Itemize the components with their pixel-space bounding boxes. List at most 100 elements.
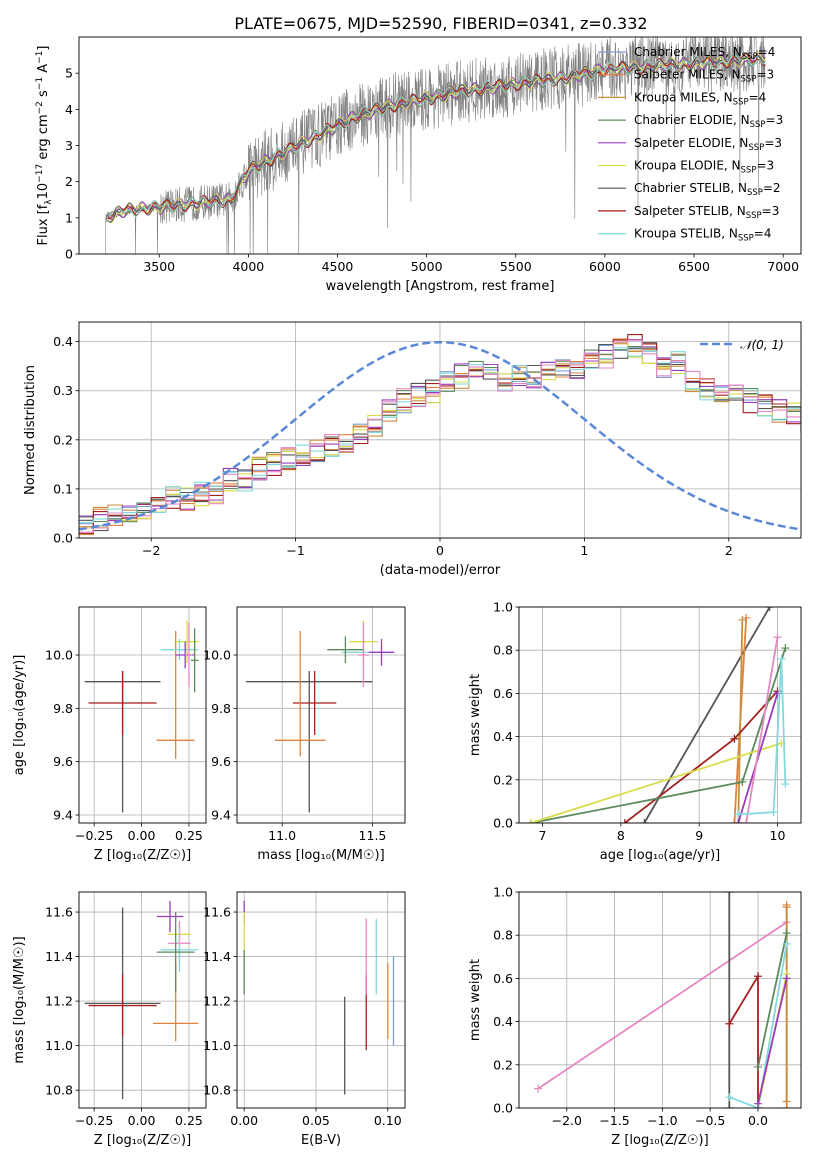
legend-label-name: Salpeter MILES, N bbox=[634, 68, 741, 82]
legend-label-suffix: =4 bbox=[754, 227, 772, 241]
series-line bbox=[745, 637, 779, 823]
series-point bbox=[782, 903, 791, 912]
legend-label-sub: SSP bbox=[738, 234, 754, 244]
series-point bbox=[782, 974, 791, 983]
y-tick-label: 0.1 bbox=[53, 481, 73, 496]
axes-frame bbox=[78, 36, 802, 255]
histogram-pink bbox=[79, 339, 801, 533]
y-tick-label: 11.6 bbox=[45, 905, 73, 920]
series-point bbox=[734, 819, 743, 823]
y-tick-label: 0.8 bbox=[493, 643, 513, 658]
x-axis-label: Z [log₁₀(Z/Z☉)] bbox=[94, 848, 191, 863]
series-point bbox=[777, 654, 786, 663]
y-tick-label: 0.4 bbox=[493, 729, 513, 744]
axes-frame bbox=[236, 606, 406, 824]
x-tick-label: 10 bbox=[770, 828, 786, 843]
x-tick-label: 11.5 bbox=[359, 828, 387, 843]
y-tick-label: 3 bbox=[65, 138, 73, 153]
series-line bbox=[738, 658, 787, 816]
series-point bbox=[742, 613, 751, 622]
series-point bbox=[782, 1097, 791, 1106]
x-tick-label: 9 bbox=[695, 828, 703, 843]
legend-label: 𝒩(0, 1) bbox=[740, 338, 784, 352]
series-line bbox=[757, 932, 788, 1068]
series-point bbox=[620, 819, 629, 823]
legend-label-suffix: =3 bbox=[762, 204, 780, 218]
x-tick-label: −0.5 bbox=[695, 1113, 725, 1128]
y-tick-label: 10.0 bbox=[203, 648, 231, 663]
plot-area bbox=[105, 37, 766, 254]
axes-frame bbox=[518, 891, 802, 1109]
y-tick-label: 0.4 bbox=[53, 334, 73, 349]
legend-label-sub: SSP bbox=[750, 120, 766, 130]
series-point bbox=[734, 810, 743, 819]
series-point bbox=[730, 734, 739, 743]
series-point bbox=[753, 972, 762, 981]
figure-title: PLATE=0675, MJD=52590, FIBERID=0341, z=0… bbox=[234, 14, 647, 33]
y-tick-label: 0.0 bbox=[53, 531, 73, 546]
legend-label-name: Salpeter ELODIE, N bbox=[634, 136, 748, 150]
legend-label: Salpeter ELODIE, NSSP=3 bbox=[634, 136, 782, 153]
y-tick-label: 11.2 bbox=[45, 994, 73, 1009]
y-tick-label: 0.6 bbox=[493, 686, 513, 701]
legend-label-suffix: =3 bbox=[764, 136, 782, 150]
histogram-salpeter-elodie bbox=[79, 339, 801, 522]
series-line bbox=[757, 978, 788, 1104]
y-axis-label-part: s bbox=[36, 90, 51, 101]
y-tick-label: 9.6 bbox=[211, 754, 231, 769]
series-point bbox=[781, 780, 790, 789]
x-tick-label: −1 bbox=[286, 543, 304, 558]
series-point bbox=[765, 607, 774, 611]
axes-frame bbox=[518, 606, 802, 824]
y-tick-label: 11.4 bbox=[203, 949, 231, 964]
x-axis-label: Z [log₁₀(Z/Z☉)] bbox=[611, 1133, 708, 1148]
x-axis-label: mass [log₁₀(M/M☉)] bbox=[257, 848, 384, 863]
y-axis-label: age [log₁₀(age/yr)] bbox=[12, 655, 27, 776]
series-line bbox=[737, 619, 744, 823]
y-axis-label: mass weight bbox=[468, 674, 483, 756]
age-vs-mass-panel: 11.0 11.5 9.4 9.6 9.8 10.0 mass [log₁₀(M/M☉)] bbox=[203, 606, 406, 863]
series-line bbox=[643, 607, 771, 823]
x-tick-label: 0 bbox=[436, 543, 444, 558]
series-point bbox=[769, 808, 778, 817]
x-tick-label: 7 bbox=[539, 828, 547, 843]
series-point bbox=[730, 819, 739, 823]
age-vs-z-panel: −0.25 0.00 0.25 9.4 9.6 9.8 10.0 Z [log₁₀(Z/Z☉)… bbox=[12, 606, 207, 863]
residual-histogram-panel: −2 −1 0 1 2 0.0 0.1 0.2 0.3 0.4 (data-model)/error… bbox=[23, 321, 802, 578]
y-tick-label: 9.6 bbox=[53, 754, 73, 769]
legend-label-name: Salpeter STELIB, N bbox=[634, 204, 746, 218]
y-tick-label: 0.6 bbox=[493, 971, 513, 986]
series-point bbox=[782, 939, 791, 948]
x-tick-label: 6000 bbox=[589, 259, 621, 274]
x-tick-label: −0.25 bbox=[75, 828, 113, 843]
y-tick-label: 0.2 bbox=[493, 772, 513, 787]
y-tick-label: 0 bbox=[65, 247, 73, 262]
legend-label-name: Kroupa STELIB, N bbox=[634, 227, 738, 241]
series-line bbox=[624, 690, 779, 823]
x-axis-label: E(B-V) bbox=[301, 1133, 341, 1148]
histogram-chabrier-elodie bbox=[79, 345, 801, 523]
y-tick-label: 0.3 bbox=[53, 383, 73, 398]
y-axis-label-part: −1 bbox=[35, 51, 45, 64]
mass-vs-z-panel: −0.25 0.00 0.25 10.8 11.0 11.2 11.4 11.6 Z [log₁… bbox=[12, 891, 207, 1148]
x-axis-label: age [log₁₀(age/yr)] bbox=[600, 848, 721, 863]
y-tick-label: 1.0 bbox=[493, 600, 513, 615]
y-axis-label: Normed distribution bbox=[23, 365, 38, 495]
series-point bbox=[782, 929, 791, 938]
x-tick-label: 0.25 bbox=[175, 1113, 203, 1128]
mass-vs-ebv-panel: 0.00 0.05 0.10 10.8 11.0 11.2 11.4 11.6 E(B-V) bbox=[203, 891, 406, 1148]
plot-area bbox=[79, 334, 801, 536]
model-spectrum-kroupa-elodie bbox=[107, 51, 766, 223]
x-tick-label: 4500 bbox=[322, 259, 354, 274]
legend-label-name: Chabrier ELODIE, N bbox=[634, 113, 750, 127]
y-tick-label: 10.8 bbox=[45, 1083, 73, 1098]
y-tick-label: 0.2 bbox=[53, 432, 73, 447]
series-line bbox=[728, 972, 759, 1108]
y-axis-label: mass weight bbox=[468, 959, 483, 1041]
x-tick-label: −2 bbox=[142, 543, 160, 558]
legend-label-suffix: =3 bbox=[766, 113, 784, 127]
y-axis-label: mass [log₁₀(M/M☉)] bbox=[12, 936, 27, 1063]
x-axis-label: wavelength [Angstrom, rest frame] bbox=[326, 279, 555, 294]
